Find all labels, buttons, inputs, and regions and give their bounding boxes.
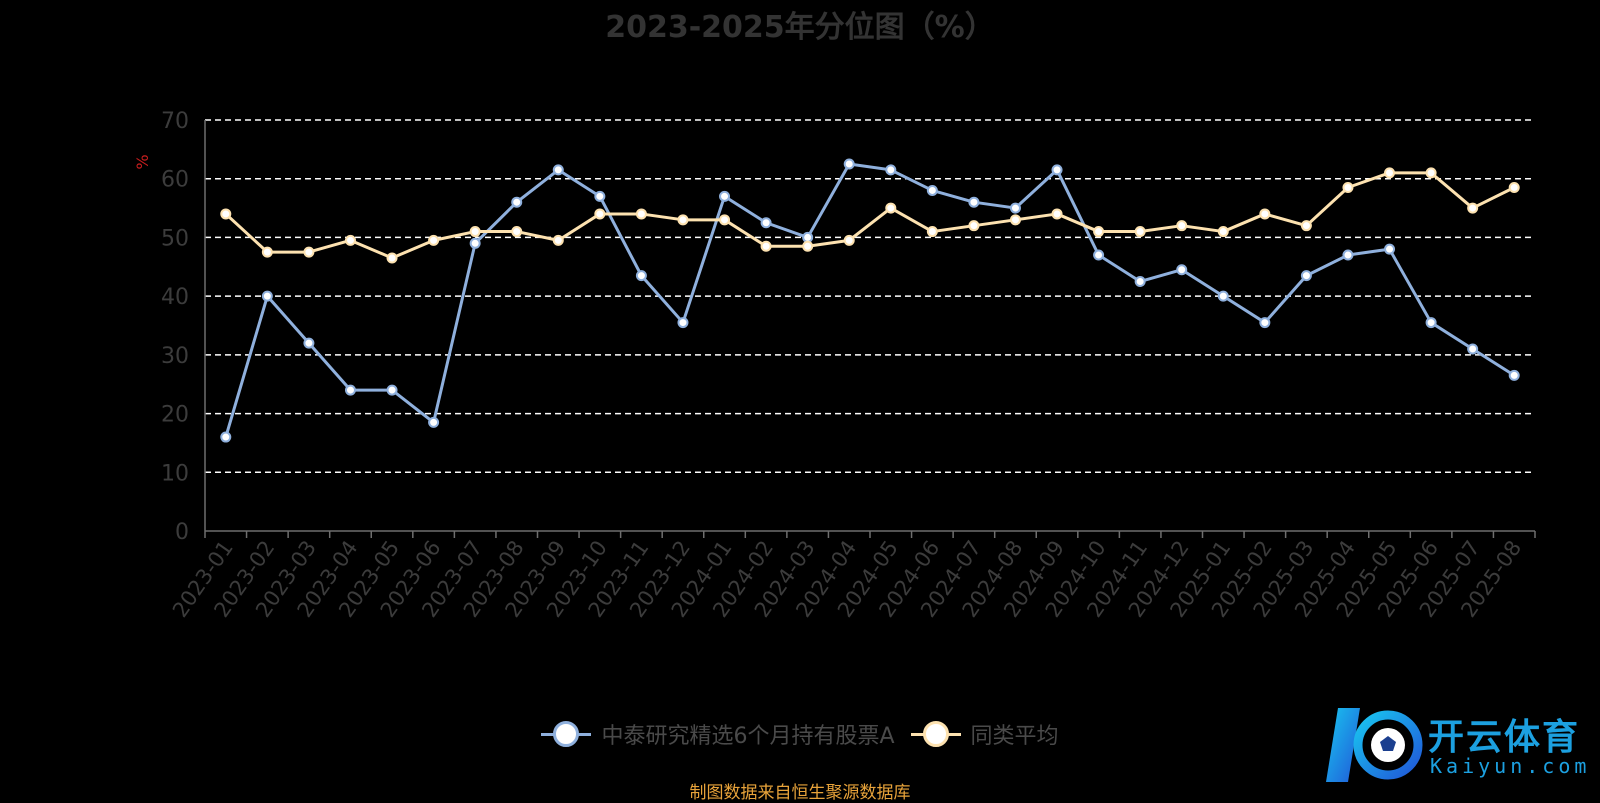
y-tick-label: 0	[175, 520, 189, 545]
data-point-series-1	[261, 290, 273, 302]
data-point-series-2	[885, 202, 897, 214]
data-point-series-2	[511, 226, 523, 238]
y-tick-label: 70	[161, 109, 189, 134]
data-point-series-1	[677, 317, 689, 329]
data-point-series-1	[802, 231, 814, 243]
data-point-series-2	[760, 240, 772, 252]
data-point-series-2	[1051, 208, 1063, 220]
data-point-series-2	[1259, 208, 1271, 220]
data-point-series-1	[719, 190, 731, 202]
data-point-series-2	[1093, 226, 1105, 238]
chart-title: 2023-2025年分位图（%）	[605, 10, 995, 45]
data-point-series-2	[303, 246, 315, 258]
legend-label-series-2: 同类平均	[970, 724, 1059, 749]
data-point-series-2	[428, 234, 440, 246]
data-point-series-2	[1176, 220, 1188, 232]
y-tick-label: 20	[161, 403, 189, 428]
data-point-series-2	[1384, 167, 1396, 179]
data-point-series-1	[1384, 243, 1396, 255]
data-point-series-2	[968, 220, 980, 232]
data-point-series-2	[220, 208, 232, 220]
data-point-series-2	[1217, 226, 1229, 238]
data-point-series-2	[469, 226, 481, 238]
data-point-series-2	[261, 246, 273, 258]
data-point-series-2	[802, 240, 814, 252]
watermark-domain: Kaiyun.com	[1430, 754, 1591, 778]
ball-icon	[1326, 708, 1423, 782]
data-point-series-1	[1467, 343, 1479, 355]
data-point-series-1	[760, 217, 772, 229]
chart-legend: 中泰研究精选6个月持有股票A 同类平均	[0, 718, 1600, 750]
data-point-series-1	[344, 384, 356, 396]
watermark-logo: 开云体育 Kaiyun.com	[1318, 700, 1598, 790]
data-point-series-2	[594, 208, 606, 220]
data-point-series-2	[1467, 202, 1479, 214]
legend-item-series-2[interactable]: 同类平均	[910, 718, 1059, 750]
y-tick-label: 40	[161, 285, 189, 310]
data-point-series-1	[926, 184, 938, 196]
data-point-series-2	[1508, 182, 1520, 194]
data-point-series-1	[1217, 290, 1229, 302]
y-tick-label: 30	[161, 344, 189, 369]
data-point-series-2	[1009, 214, 1021, 226]
data-point-series-1	[1009, 202, 1021, 214]
data-point-series-2	[1425, 167, 1437, 179]
data-point-series-1	[511, 196, 523, 208]
data-point-series-1	[1134, 275, 1146, 287]
data-point-series-2	[1134, 226, 1146, 238]
data-point-series-2	[843, 234, 855, 246]
y-tick-label: 50	[161, 226, 189, 251]
data-point-series-2	[552, 234, 564, 246]
data-point-series-1	[1508, 369, 1520, 381]
data-point-series-2	[1342, 182, 1354, 194]
data-point-series-1	[843, 158, 855, 170]
data-point-series-1	[1093, 249, 1105, 261]
data-point-series-1	[303, 337, 315, 349]
data-point-series-2	[677, 214, 689, 226]
source-note: 制图数据来自恒生聚源数据库	[689, 783, 911, 803]
legend-swatch-series-2	[910, 721, 961, 747]
data-point-series-1	[1176, 264, 1188, 276]
data-point-series-1	[1051, 164, 1063, 176]
data-point-series-1	[469, 237, 481, 249]
legend-label-series-1: 中泰研究精选6个月持有股票A	[601, 724, 895, 749]
data-point-series-1	[220, 431, 232, 443]
data-point-series-1	[885, 164, 897, 176]
data-point-series-1	[552, 164, 564, 176]
legend-swatch-series-1	[541, 721, 592, 747]
y-tick-label: 60	[161, 168, 189, 193]
data-point-series-1	[968, 196, 980, 208]
series-line-2	[224, 171, 1515, 260]
data-point-series-2	[1300, 220, 1312, 232]
data-point-series-1	[1300, 270, 1312, 282]
data-point-series-1	[1425, 317, 1437, 329]
data-point-series-1	[635, 270, 647, 282]
data-point-series-2	[719, 214, 731, 226]
series-line-1	[224, 162, 1516, 438]
legend-item-series-1[interactable]: 中泰研究精选6个月持有股票A	[541, 718, 895, 750]
data-point-series-2	[926, 226, 938, 238]
data-point-series-1	[594, 190, 606, 202]
y-axis-label: %	[133, 154, 152, 169]
watermark-brand: 开云体育	[1428, 717, 1581, 758]
data-point-series-2	[386, 252, 398, 264]
data-point-series-2	[635, 208, 647, 220]
y-tick-label: 10	[161, 461, 189, 486]
data-point-series-1	[386, 384, 398, 396]
data-point-series-1	[1342, 249, 1354, 261]
data-point-series-2	[344, 234, 356, 246]
data-point-series-1	[428, 416, 440, 428]
data-point-series-1	[1259, 317, 1271, 329]
